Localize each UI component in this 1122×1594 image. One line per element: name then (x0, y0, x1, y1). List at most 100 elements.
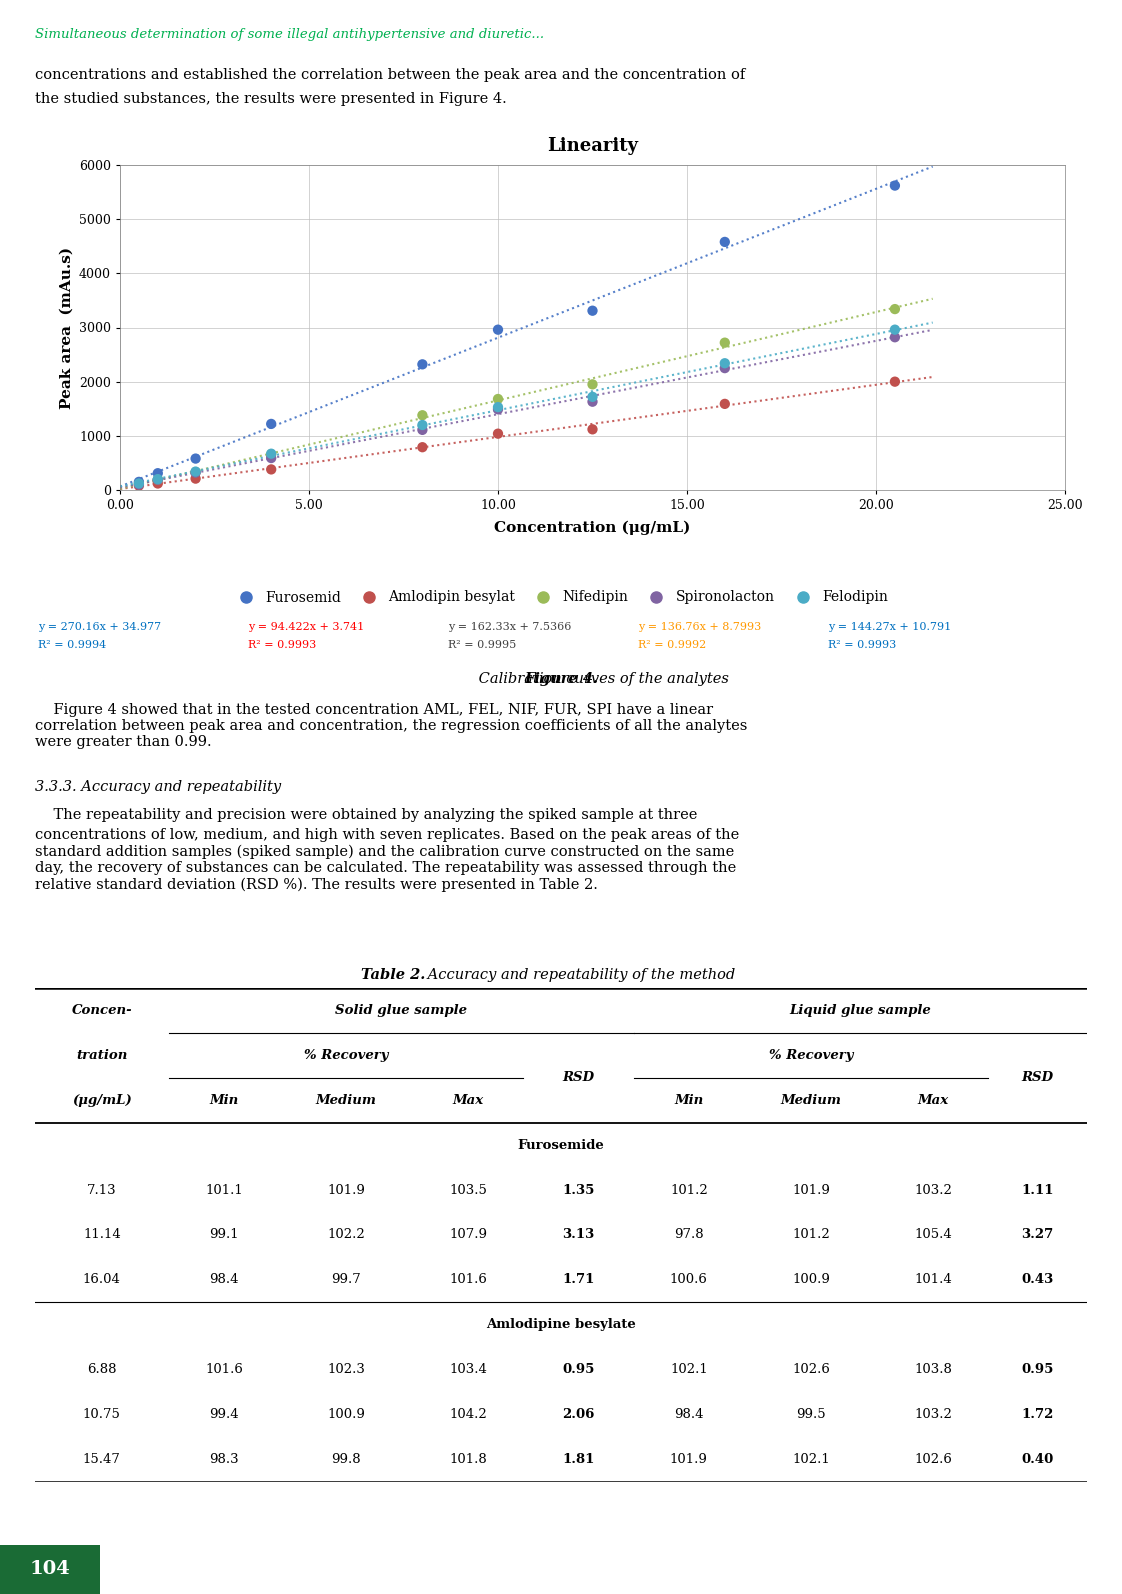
Text: 103.8: 103.8 (914, 1363, 951, 1376)
Text: 102.6: 102.6 (914, 1454, 951, 1466)
Text: 3.27: 3.27 (1021, 1229, 1054, 1242)
Text: y = 270.16x + 34.977: y = 270.16x + 34.977 (38, 622, 162, 631)
Text: Medium: Medium (781, 1093, 842, 1106)
Text: 105.4: 105.4 (914, 1229, 951, 1242)
Text: 1.72: 1.72 (1021, 1408, 1054, 1422)
Text: R² = 0.9993: R² = 0.9993 (248, 641, 316, 650)
Text: 98.3: 98.3 (209, 1454, 239, 1466)
Text: 101.9: 101.9 (670, 1454, 708, 1466)
Point (130, 472, 148, 497)
Text: 7.13: 7.13 (88, 1184, 117, 1197)
Text: 2.06: 2.06 (562, 1408, 595, 1422)
Text: RSD: RSD (562, 1071, 595, 1084)
Text: R² = 0.9993: R² = 0.9993 (828, 641, 896, 650)
Text: 15.47: 15.47 (83, 1454, 121, 1466)
Point (186, 446, 204, 472)
Point (886, 317, 904, 343)
Point (263, 445, 280, 470)
Text: Calibration curves of the analytes: Calibration curves of the analytes (473, 673, 728, 685)
Text: 6.88: 6.88 (88, 1363, 117, 1376)
Text: Amlodipine besylate: Amlodipine besylate (486, 1318, 636, 1331)
Text: Table 2.: Table 2. (361, 968, 425, 982)
Text: Max: Max (918, 1093, 948, 1106)
Point (149, 467, 167, 493)
Text: % Recovery: % Recovery (769, 1049, 853, 1062)
Text: 101.2: 101.2 (792, 1229, 830, 1242)
Point (583, 389, 601, 414)
Text: Liquid glue sample: Liquid glue sample (790, 1004, 931, 1017)
Text: Max: Max (452, 1093, 484, 1106)
Point (413, 418, 431, 443)
Point (886, 296, 904, 322)
Point (489, 421, 507, 446)
Text: Figure 4.: Figure 4. (524, 673, 598, 685)
Text: 99.1: 99.1 (209, 1229, 239, 1242)
Text: Min: Min (210, 1093, 239, 1106)
Text: 0.95: 0.95 (562, 1363, 595, 1376)
Text: y = 162.33x + 7.5366: y = 162.33x + 7.5366 (448, 622, 571, 631)
Point (263, 442, 280, 467)
Text: Min: Min (674, 1093, 703, 1106)
Text: 97.8: 97.8 (674, 1229, 703, 1242)
Text: Furosemide: Furosemide (517, 1138, 605, 1152)
Text: 103.4: 103.4 (449, 1363, 487, 1376)
Point (186, 465, 204, 491)
Point (186, 461, 204, 486)
Text: Figure 4 showed that in the tested concentration AML, FEL, NIF, FUR, SPI have a : Figure 4 showed that in the tested conce… (35, 703, 747, 749)
Text: 101.9: 101.9 (327, 1184, 365, 1197)
Text: 16.04: 16.04 (83, 1274, 121, 1286)
Point (716, 330, 734, 355)
Bar (0, 1545, 100, 1594)
X-axis label: Concentration (μg/mL): Concentration (μg/mL) (495, 520, 691, 534)
Legend: Furosemid, Amlodipin besylat, Nifedipin, Spironolacton, Felodipin: Furosemid, Amlodipin besylat, Nifedipin,… (227, 585, 893, 611)
Text: 104.2: 104.2 (449, 1408, 487, 1422)
Text: 0.95: 0.95 (1021, 1363, 1054, 1376)
Text: 102.2: 102.2 (328, 1229, 365, 1242)
Point (489, 386, 507, 411)
Text: y = 94.422x + 3.741: y = 94.422x + 3.741 (248, 622, 365, 631)
Text: The repeatability and precision were obtained by analyzing the spiked sample at : The repeatability and precision were obt… (35, 808, 698, 823)
Text: Concen-: Concen- (72, 1004, 132, 1017)
Text: 100.6: 100.6 (670, 1274, 708, 1286)
Text: concentrations of low, medium, and high with seven replicates. Based on the peak: concentrations of low, medium, and high … (35, 827, 739, 891)
Point (489, 397, 507, 422)
Point (413, 403, 431, 429)
Text: 1.11: 1.11 (1021, 1184, 1054, 1197)
Point (149, 461, 167, 486)
Text: RSD: RSD (1021, 1071, 1054, 1084)
Point (130, 473, 148, 499)
Text: Simultaneous determination of some illegal antihypertensive and diuretic...: Simultaneous determination of some illeg… (35, 29, 544, 41)
Text: 101.4: 101.4 (914, 1274, 951, 1286)
Text: 101.9: 101.9 (792, 1184, 830, 1197)
Text: Medium: Medium (315, 1093, 376, 1106)
Text: 107.9: 107.9 (449, 1229, 487, 1242)
Point (886, 172, 904, 198)
Text: 103.2: 103.2 (914, 1184, 951, 1197)
Point (130, 469, 148, 494)
Point (716, 355, 734, 381)
Text: 98.4: 98.4 (209, 1274, 239, 1286)
Text: 101.1: 101.1 (205, 1184, 242, 1197)
Text: 1.71: 1.71 (562, 1274, 595, 1286)
Text: 10.75: 10.75 (83, 1408, 121, 1422)
Text: 100.9: 100.9 (327, 1408, 365, 1422)
Y-axis label: Peak area  (mAu.s): Peak area (mAu.s) (59, 247, 73, 408)
Point (489, 394, 507, 419)
Point (716, 230, 734, 255)
Text: concentrations and established the correlation between the peak area and the con: concentrations and established the corre… (35, 69, 745, 81)
Point (263, 411, 280, 437)
Point (489, 317, 507, 343)
Text: 1.81: 1.81 (562, 1454, 595, 1466)
Text: 0.43: 0.43 (1021, 1274, 1054, 1286)
Text: 102.1: 102.1 (792, 1454, 830, 1466)
Point (886, 368, 904, 394)
Text: 103.2: 103.2 (914, 1408, 951, 1422)
Point (263, 456, 280, 481)
Point (130, 472, 148, 497)
Text: 101.6: 101.6 (449, 1274, 487, 1286)
Text: 101.8: 101.8 (449, 1454, 487, 1466)
Text: 102.1: 102.1 (670, 1363, 708, 1376)
Text: 11.14: 11.14 (83, 1229, 121, 1242)
Point (186, 459, 204, 485)
Point (413, 413, 431, 438)
